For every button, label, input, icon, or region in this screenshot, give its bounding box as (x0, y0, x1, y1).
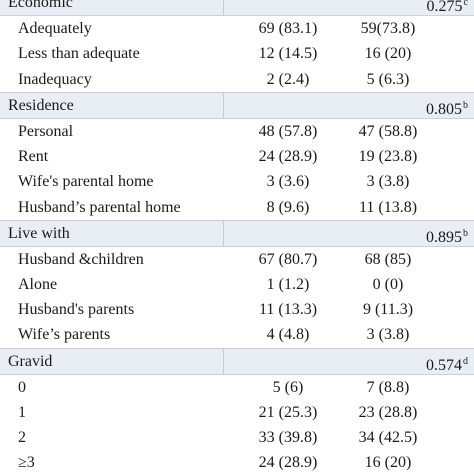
row-label: Adequately (18, 20, 92, 38)
group2-value: 3 (3.8) (366, 326, 410, 344)
table-row: Personal 48 (57.8) 47 (58.8) (0, 119, 474, 144)
group1-value: 1 (1.2) (266, 276, 310, 294)
row-label: Wife’s parents (18, 326, 111, 344)
group2-value: 16 (20) (364, 454, 412, 472)
row-label: Personal (18, 122, 74, 140)
p-value-number: 0.574 (426, 356, 462, 374)
group2-value: 7 (8.8) (366, 378, 410, 396)
section-header-row: Residence 0.805b (0, 91, 474, 122)
section-title: Gravid (8, 352, 53, 370)
table-row: Rent 24 (28.9) 19 (23.8) (0, 144, 474, 169)
group2-value: 16 (20) (364, 45, 412, 63)
row-label: Husband's parents (18, 301, 135, 319)
group2-value: 47 (58.8) (358, 122, 418, 140)
group1-value: 8 (9.6) (266, 198, 310, 216)
section-title: Live with (8, 224, 70, 242)
group2-value: 34 (42.5) (358, 429, 418, 447)
p-value-footnote-mark: c (463, 0, 468, 8)
column-divider (223, 348, 224, 374)
row-label: ≥3 (18, 454, 35, 472)
section-header-row: Economic 0.275c (0, 0, 474, 19)
row-label: 0 (18, 378, 26, 396)
row-label: Wife's parental home (18, 173, 154, 191)
table-row: Husband’s parental home 8 (9.6) 11 (13.8) (0, 195, 474, 220)
p-value: 0.805b (426, 93, 468, 122)
group2-value: 5 (6.3) (366, 70, 410, 88)
p-value-footnote-mark: b (463, 99, 468, 111)
p-value: 0.895b (426, 221, 468, 250)
section-header-row: Gravid 0.574d (0, 347, 474, 378)
p-value-footnote-mark: b (463, 227, 468, 239)
row-label: Less than adequate (18, 45, 140, 63)
group1-value: 11 (13.3) (258, 301, 318, 319)
p-value: 0.275c (427, 0, 468, 19)
table-row: Wife’s parents 4 (4.8) 3 (3.8) (0, 322, 474, 347)
group1-value: 69 (83.1) (258, 20, 318, 38)
table-row: 2 33 (39.8) 34 (42.5) (0, 425, 474, 450)
group1-value: 21 (25.3) (258, 404, 318, 421)
group1-value: 67 (80.7) (258, 250, 318, 268)
table-row: Inadequacy 2 (2.4) 5 (6.3) (0, 67, 474, 92)
row-label: Rent (18, 148, 49, 166)
group1-value: 12 (14.5) (258, 45, 318, 63)
group1-value: 24 (28.9) (258, 454, 318, 472)
row-label: Inadequacy (18, 70, 92, 88)
group2-value: 11 (13.8) (358, 198, 418, 216)
row-label: Husband &children (18, 250, 144, 268)
table-row: Husband &children 67 (80.7) 68 (85) (0, 247, 474, 272)
group1-value: 24 (28.9) (258, 148, 318, 166)
group2-value: 68 (85) (364, 250, 412, 268)
table-row: ≥3 24 (28.9) 16 (20) (0, 450, 474, 475)
table-row: Adequately 69 (83.1) 59(73.8) (0, 16, 474, 41)
group2-value: 9 (11.3) (362, 301, 414, 319)
table-row: 1 21 (25.3) 23 (28.8) (0, 400, 474, 425)
group2-value: 3 (3.8) (366, 173, 410, 191)
section-title: Residence (8, 96, 74, 114)
group2-value: 23 (28.8) (358, 404, 418, 421)
p-value-number: 0.275 (426, 0, 463, 15)
group1-value: 4 (4.8) (266, 326, 310, 344)
group1-value: 48 (57.8) (258, 122, 318, 140)
row-label: 2 (18, 429, 26, 447)
group1-value: 33 (39.8) (258, 429, 318, 447)
section-header-row: Live with 0.895b (0, 219, 474, 250)
section-title: Economic (8, 0, 73, 11)
group1-value: 5 (6) (272, 378, 304, 396)
p-value: 0.574d (426, 349, 468, 378)
group2-value: 19 (23.8) (358, 148, 418, 166)
p-value-footnote-mark: d (463, 355, 468, 367)
p-value-number: 0.895 (426, 228, 462, 246)
table-row: Wife's parental home 3 (3.6) 3 (3.8) (0, 169, 474, 194)
row-label: Husband’s parental home (18, 198, 181, 216)
column-divider (223, 92, 224, 118)
row-label: Alone (18, 276, 58, 294)
group2-value: 59(73.8) (360, 20, 416, 38)
group2-value: 0 (0) (372, 276, 404, 294)
group1-value: 3 (3.6) (266, 173, 310, 191)
column-divider (223, 0, 224, 16)
table-row: Husband's parents 11 (13.3) 9 (11.3) (0, 297, 474, 322)
table-row: 0 5 (6) 7 (8.8) (0, 375, 474, 400)
p-value-number: 0.805 (426, 100, 462, 118)
table-row: Alone 1 (1.2) 0 (0) (0, 272, 474, 297)
table-row: Less than adequate 12 (14.5) 16 (20) (0, 41, 474, 66)
column-divider (223, 220, 224, 246)
row-label: 1 (18, 404, 26, 421)
group1-value: 2 (2.4) (266, 70, 310, 88)
